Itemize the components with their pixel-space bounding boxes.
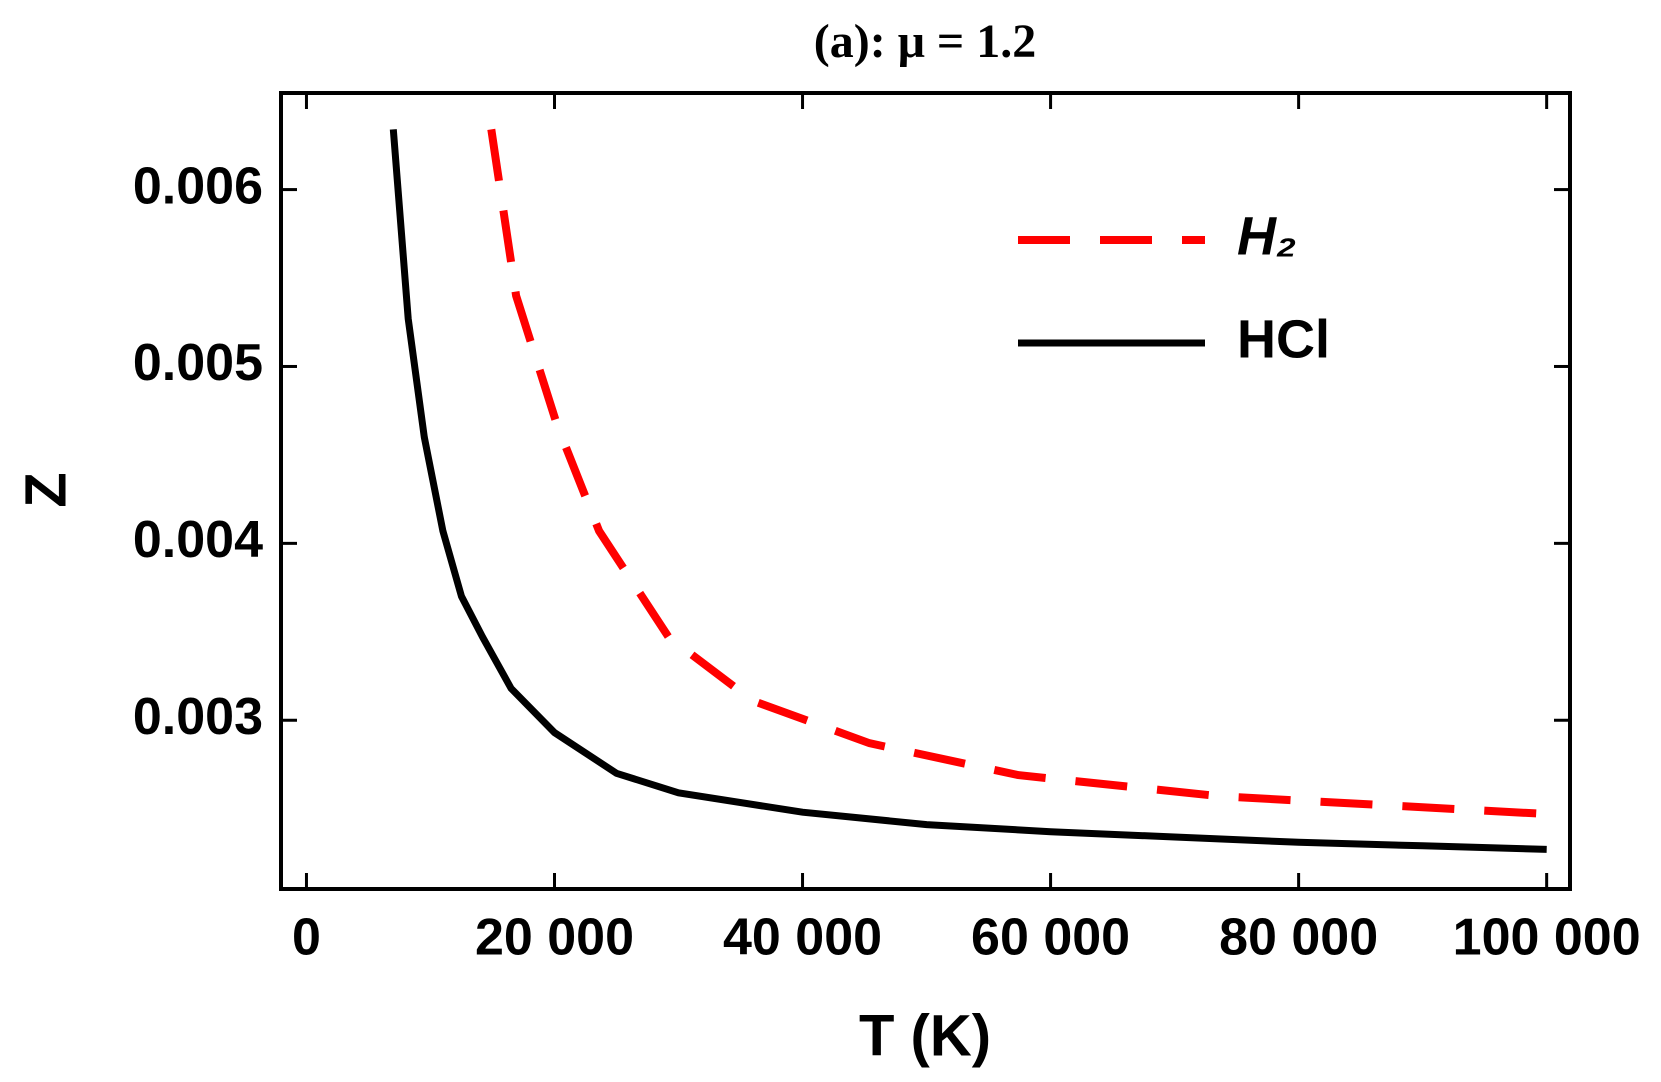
x-tick-label: 20 000	[475, 909, 634, 967]
y-tick-label: 0.004	[133, 511, 263, 569]
y-axis-label: Z	[13, 472, 78, 507]
legend-label: HCl	[1237, 309, 1330, 369]
chart-title: (a): μ = 1.2	[814, 15, 1037, 68]
x-tick-label: 40 000	[723, 909, 882, 967]
series-line	[389, 129, 1547, 853]
x-tick-label: 100 000	[1453, 909, 1641, 967]
x-tick-label: 0	[292, 909, 321, 967]
legend-label: H₂	[1237, 206, 1297, 266]
plot-frame	[279, 91, 1572, 891]
x-axis-label: T (K)	[859, 1003, 991, 1068]
y-tick-label: 0.005	[133, 334, 263, 392]
y-tick-label: 0.003	[133, 688, 263, 746]
y-tick-label: 0.006	[133, 157, 263, 215]
series-line	[487, 128, 1547, 818]
x-tick-label: 80 000	[1219, 909, 1378, 967]
x-tick-label: 60 000	[971, 909, 1130, 967]
